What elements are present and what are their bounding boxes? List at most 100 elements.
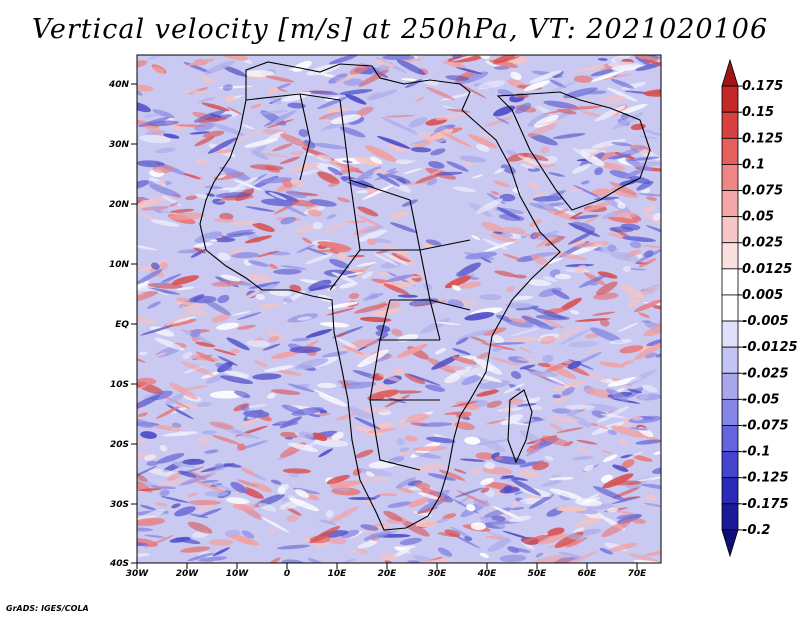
lat-label: 10N (109, 260, 130, 270)
field-streak (187, 552, 214, 562)
field-streak (397, 487, 414, 494)
field-streak (326, 214, 337, 220)
field-streak (401, 199, 418, 207)
field-streak (355, 166, 382, 182)
field-streak (437, 547, 453, 557)
field-streak (461, 374, 482, 385)
field-streak (193, 480, 227, 493)
field-streak (348, 293, 360, 299)
field-streak (480, 342, 516, 351)
field-streak (602, 473, 634, 489)
field-streak (439, 92, 474, 101)
field-streak (612, 464, 629, 472)
field-streak (163, 318, 197, 327)
field-streak (387, 143, 409, 153)
field-streak (290, 179, 306, 187)
field-streak (240, 404, 250, 412)
field-streak (255, 293, 265, 301)
field-streak (333, 558, 357, 563)
field-streak (189, 131, 210, 135)
field-streak (429, 169, 443, 176)
field-streak (363, 432, 378, 437)
field-streak (327, 166, 343, 176)
field-streak (587, 145, 609, 158)
field-streak (419, 422, 453, 427)
field-streak (492, 335, 505, 344)
field-streak (495, 117, 510, 125)
field-streak (342, 345, 364, 355)
lon-label: 10W (226, 569, 250, 579)
field-streak (526, 443, 540, 453)
field-streak (453, 468, 467, 474)
field-streak (473, 357, 503, 375)
field-streak (376, 249, 391, 254)
map-frame (136, 54, 662, 564)
field-streak (398, 422, 410, 428)
field-streak (538, 325, 557, 329)
field-streak (317, 241, 352, 251)
field-streak (420, 317, 451, 334)
field-streak (359, 407, 391, 413)
field-streak (526, 123, 558, 138)
field-streak (475, 144, 490, 152)
field-streak (270, 479, 282, 485)
field-streak (519, 347, 531, 353)
field-streak (147, 207, 171, 214)
field-streak (207, 137, 237, 154)
field-streak (435, 112, 469, 121)
field-streak (452, 186, 477, 193)
field-streak (198, 508, 222, 518)
field-streak (477, 437, 506, 452)
field-streak (531, 254, 549, 266)
field-streak (575, 352, 602, 365)
field-streak (617, 202, 626, 209)
field-streak (180, 90, 212, 94)
field-streak (459, 155, 487, 163)
field-streak (382, 55, 415, 61)
field-streak (137, 542, 148, 547)
field-streak (382, 243, 415, 262)
field-streak (316, 249, 351, 253)
field-streak (413, 555, 434, 563)
field-streak (216, 174, 227, 179)
field-streak (153, 277, 176, 288)
field-streak (268, 528, 277, 534)
field-streak (307, 209, 323, 217)
field-streak (244, 235, 273, 244)
field-streak (194, 158, 208, 164)
colorbar-swatch (721, 346, 739, 374)
field-streak (431, 354, 460, 370)
colorbar-swatch (721, 85, 739, 113)
field-streak (501, 232, 514, 238)
field-streak (179, 304, 209, 317)
field-streak (271, 423, 281, 426)
field-streak (583, 403, 619, 412)
field-streak (395, 477, 416, 489)
field-streak (619, 345, 644, 354)
field-streak (479, 380, 511, 390)
field-streak (462, 161, 474, 166)
field-streak (535, 552, 544, 558)
field-streak (580, 497, 601, 506)
colorbar-swatch (721, 242, 739, 270)
field-streak (363, 226, 384, 233)
field-streak (374, 172, 400, 187)
field-streak (137, 418, 154, 428)
field-streak (328, 55, 358, 65)
field-streak (181, 361, 214, 376)
field-streak (622, 484, 636, 488)
field-streak (494, 270, 517, 278)
field-streak (154, 147, 176, 154)
field-streak (496, 206, 521, 220)
field-streak (355, 449, 374, 459)
field-streak (477, 80, 506, 90)
field-streak (412, 446, 447, 452)
colorbar-label: -0.125 (742, 471, 789, 486)
field-streak (616, 513, 641, 520)
field-streak (558, 551, 582, 558)
field-streak (519, 470, 539, 479)
colorbar-swatch (721, 503, 739, 531)
field-streak (137, 412, 148, 417)
lon-label: 20W (176, 569, 200, 579)
field-streak (519, 461, 538, 467)
